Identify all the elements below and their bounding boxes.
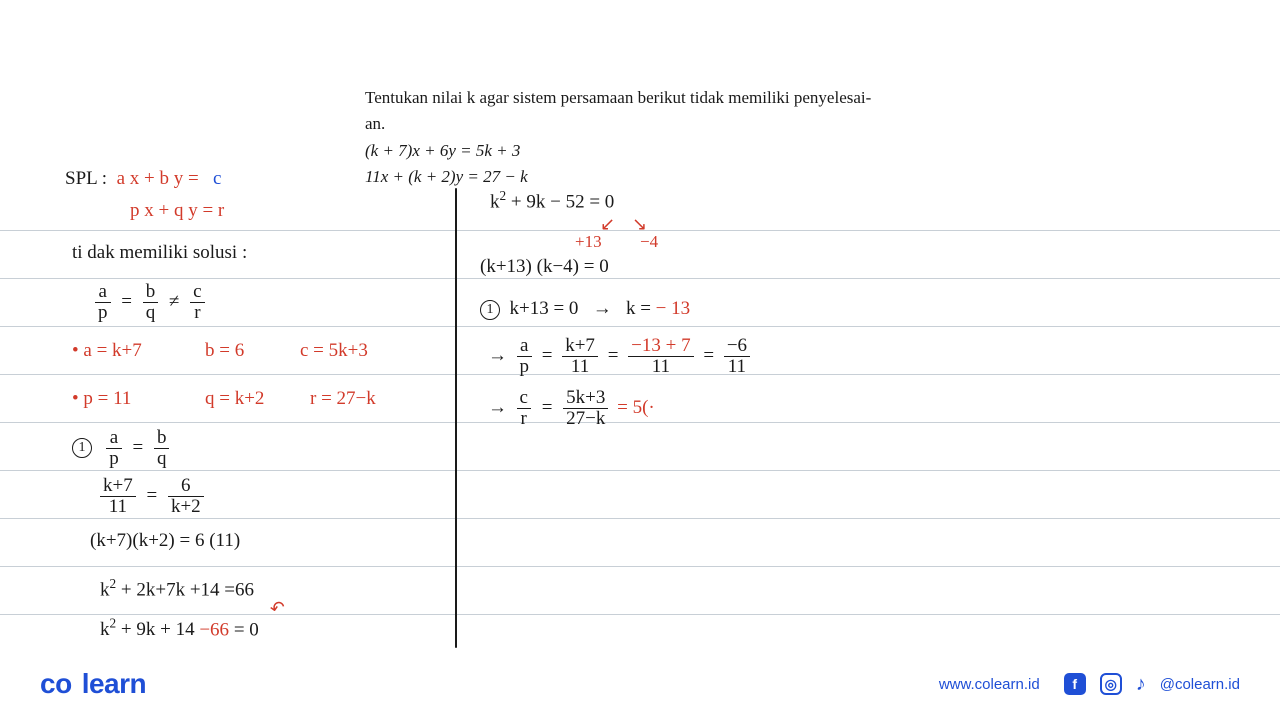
problem-line1: Tentukan nilai k agar sistem persamaan b… <box>365 85 871 111</box>
step1: 1 ap = bq <box>72 428 169 469</box>
footer-handle: @colearn.id <box>1160 676 1240 693</box>
coef-r: r = 27−k <box>310 388 376 410</box>
quadratic: k2 + 9k − 52 = 0 <box>490 188 614 213</box>
check-ap: → ap = k+711 = −13 + 711 = −611 <box>488 336 750 377</box>
factor-m4: −4 <box>640 232 658 252</box>
poly1: k2 + 2k+7k +14 =66 <box>100 576 254 601</box>
brand-logo: colearn <box>40 668 146 700</box>
instagram-icon: ◎ <box>1100 673 1122 695</box>
no-solution-label: ti dak memiliki solusi : <box>72 242 247 264</box>
facebook-icon: f <box>1064 673 1086 695</box>
poly2: k2 + 9k + 14 −66 = 0 <box>100 616 259 641</box>
problem-eq1: (k + 7)x + 6y = 5k + 3 <box>365 138 871 164</box>
factor-p13: +13 <box>575 232 602 252</box>
coef-p: • p = 11 <box>72 388 131 410</box>
footer-url: www.colearn.id <box>939 676 1040 693</box>
tiktok-icon: ♪ <box>1136 673 1146 696</box>
factor-arrow-left-icon: ↙ <box>600 214 615 235</box>
footer: colearn www.colearn.id f ◎ ♪ @colearn.id <box>40 668 1240 700</box>
coef-q: q = k+2 <box>205 388 264 410</box>
spl-eq2: p x + q y = r <box>130 200 224 222</box>
spl-label: SPL : a x + b y = c <box>65 168 221 190</box>
case1: 1 k+13 = 0 → k = − 13 <box>480 298 690 320</box>
coef-a: • a = k+7 <box>72 340 142 362</box>
coef-b: b = 6 <box>205 340 244 362</box>
factored: (k+13) (k−4) = 0 <box>480 256 609 278</box>
problem-eq2: 11x + (k + 2)y = 27 − k <box>365 164 871 190</box>
no-solution-condition: ap = bq ≠ cr <box>95 282 205 323</box>
expand: (k+7)(k+2) = 6 (11) <box>90 530 240 552</box>
step1-sub: k+711 = 6k+2 <box>100 476 204 517</box>
swap-arrow-icon: ↶ <box>268 597 287 620</box>
coef-c: c = 5k+3 <box>300 340 368 362</box>
problem-statement: Tentukan nilai k agar sistem persamaan b… <box>365 85 871 190</box>
problem-line2: an. <box>365 111 871 137</box>
check-cr: → cr = 5k+327−k = 5(· <box>488 388 655 429</box>
vertical-divider <box>455 188 457 648</box>
